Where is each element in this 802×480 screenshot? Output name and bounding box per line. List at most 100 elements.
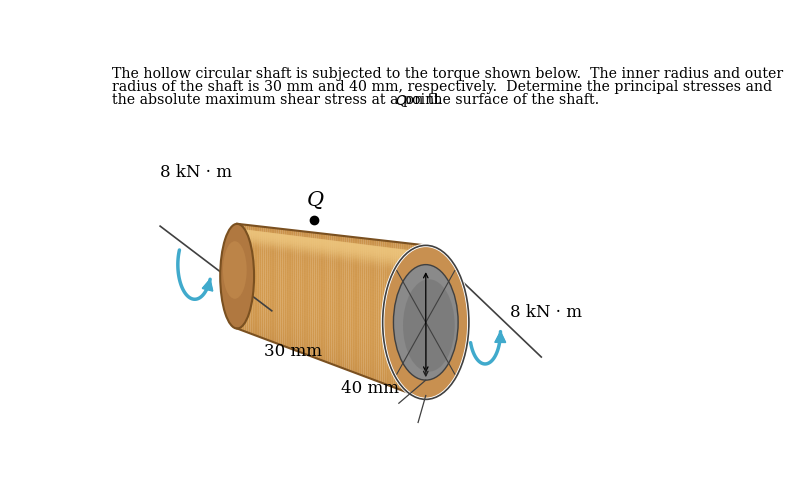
Polygon shape — [237, 229, 425, 274]
Polygon shape — [237, 255, 425, 293]
Text: 8 kN · m: 8 kN · m — [160, 164, 232, 180]
Polygon shape — [297, 231, 299, 352]
Polygon shape — [237, 253, 425, 290]
Polygon shape — [202, 280, 213, 291]
Polygon shape — [237, 236, 425, 264]
Polygon shape — [395, 242, 397, 389]
Polygon shape — [265, 228, 267, 340]
Polygon shape — [407, 244, 408, 393]
Polygon shape — [237, 228, 425, 252]
Polygon shape — [237, 229, 425, 266]
Polygon shape — [278, 229, 280, 345]
Polygon shape — [237, 329, 425, 399]
Polygon shape — [237, 325, 425, 395]
Polygon shape — [329, 235, 331, 364]
Polygon shape — [299, 231, 301, 353]
Polygon shape — [367, 239, 369, 378]
Polygon shape — [286, 230, 288, 348]
Polygon shape — [295, 231, 297, 351]
Polygon shape — [237, 229, 425, 255]
Polygon shape — [348, 237, 350, 371]
Polygon shape — [237, 226, 425, 249]
Polygon shape — [365, 239, 367, 378]
Polygon shape — [237, 321, 425, 390]
Polygon shape — [386, 241, 387, 385]
Polygon shape — [237, 241, 425, 273]
Polygon shape — [237, 229, 425, 254]
Polygon shape — [314, 233, 316, 359]
Polygon shape — [284, 230, 286, 347]
Polygon shape — [237, 229, 425, 269]
Polygon shape — [237, 228, 425, 253]
Polygon shape — [376, 240, 379, 382]
Polygon shape — [237, 293, 425, 349]
Polygon shape — [359, 239, 361, 375]
Polygon shape — [419, 245, 422, 398]
Polygon shape — [253, 226, 256, 336]
Polygon shape — [387, 241, 390, 386]
Polygon shape — [327, 235, 329, 363]
Polygon shape — [237, 323, 425, 393]
Polygon shape — [390, 242, 391, 387]
Polygon shape — [237, 244, 425, 277]
Polygon shape — [237, 318, 425, 385]
Polygon shape — [237, 230, 425, 256]
Polygon shape — [237, 281, 425, 332]
Polygon shape — [371, 240, 372, 380]
Polygon shape — [263, 228, 265, 339]
Polygon shape — [334, 236, 337, 366]
Polygon shape — [326, 234, 327, 363]
Polygon shape — [237, 224, 425, 246]
Polygon shape — [237, 279, 425, 329]
Polygon shape — [341, 236, 342, 369]
Polygon shape — [237, 240, 425, 271]
Polygon shape — [237, 263, 425, 305]
Polygon shape — [267, 228, 269, 341]
Text: The hollow circular shaft is subjected to the torque shown below.  The inner rad: The hollow circular shaft is subjected t… — [111, 67, 782, 81]
Polygon shape — [271, 228, 273, 342]
Polygon shape — [237, 232, 425, 259]
Polygon shape — [288, 230, 290, 348]
Ellipse shape — [223, 242, 246, 299]
Polygon shape — [237, 315, 425, 381]
Polygon shape — [237, 233, 425, 261]
Polygon shape — [301, 232, 303, 354]
Polygon shape — [312, 233, 314, 358]
Polygon shape — [310, 233, 312, 357]
Polygon shape — [237, 299, 425, 358]
Polygon shape — [237, 304, 425, 365]
Polygon shape — [338, 236, 341, 368]
Polygon shape — [237, 234, 425, 263]
Polygon shape — [237, 261, 425, 302]
Polygon shape — [350, 237, 352, 372]
Polygon shape — [280, 229, 282, 346]
Polygon shape — [331, 235, 333, 365]
Polygon shape — [412, 244, 414, 396]
Polygon shape — [256, 227, 257, 336]
Ellipse shape — [403, 280, 454, 372]
Polygon shape — [282, 229, 284, 347]
Polygon shape — [237, 329, 425, 399]
Polygon shape — [410, 244, 412, 395]
Polygon shape — [415, 245, 418, 396]
Polygon shape — [237, 229, 425, 262]
Polygon shape — [423, 246, 425, 399]
Polygon shape — [291, 230, 294, 350]
Polygon shape — [237, 229, 425, 273]
Polygon shape — [237, 248, 425, 283]
Text: $Q$: $Q$ — [395, 93, 407, 108]
Polygon shape — [237, 311, 425, 375]
Polygon shape — [237, 327, 425, 398]
Ellipse shape — [393, 265, 458, 380]
Polygon shape — [250, 226, 252, 335]
Polygon shape — [237, 289, 425, 344]
Polygon shape — [237, 275, 425, 323]
Polygon shape — [274, 228, 277, 344]
Polygon shape — [237, 326, 425, 396]
Polygon shape — [237, 231, 425, 257]
Polygon shape — [237, 229, 425, 257]
Polygon shape — [237, 246, 425, 280]
Polygon shape — [418, 245, 419, 397]
Polygon shape — [422, 245, 423, 399]
Polygon shape — [237, 229, 425, 254]
